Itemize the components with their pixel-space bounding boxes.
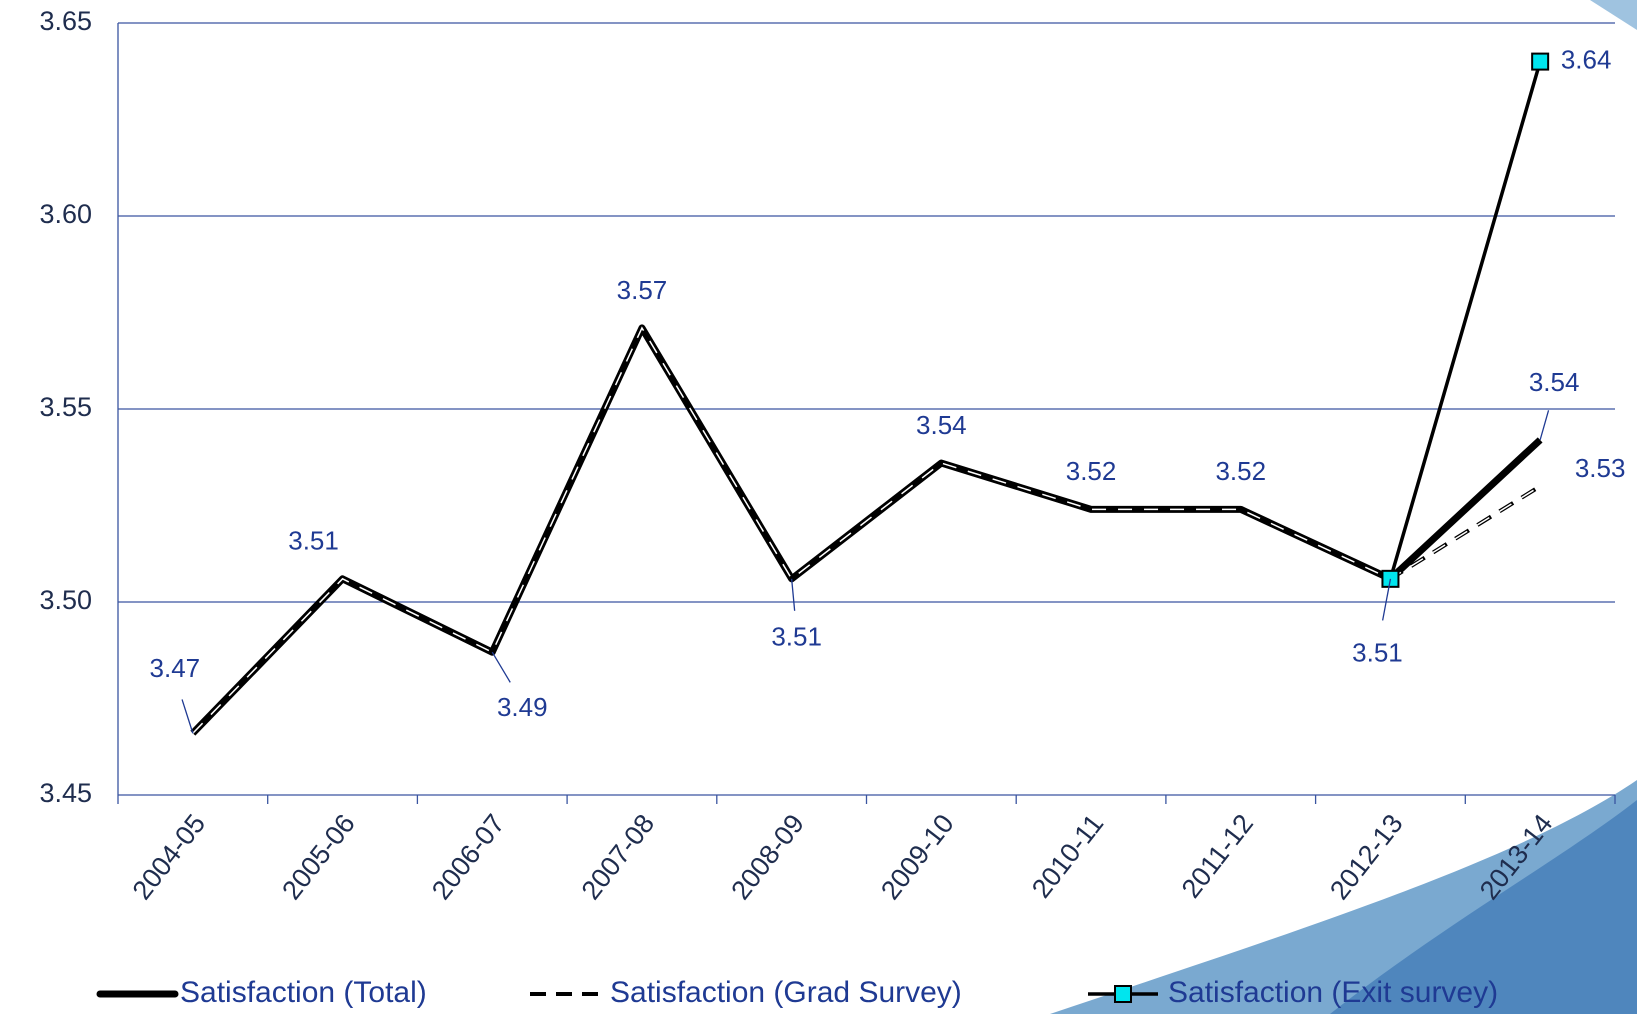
series-line [1388, 61, 1542, 580]
value-label: 3.57 [617, 275, 668, 305]
decoration [1590, 0, 1637, 30]
value-label: 3.51 [771, 622, 822, 652]
value-label: 3.52 [1215, 456, 1266, 486]
x-tick-label: 2007-08 [576, 809, 661, 906]
y-tick-label: 3.45 [39, 778, 92, 808]
y-tick-label: 3.55 [39, 392, 92, 422]
legend-swatch [1114, 985, 1132, 1003]
y-tick-label: 3.65 [39, 6, 92, 36]
value-label: 3.54 [1529, 367, 1580, 397]
value-label: 3.51 [1352, 638, 1403, 668]
label-leader [1382, 578, 1392, 621]
series-line-highlight [192, 326, 1541, 734]
x-tick-label: 2009-10 [875, 809, 960, 906]
label-leader [791, 578, 796, 611]
value-label: 3.52 [1066, 456, 1117, 486]
value-label: 3.49 [497, 692, 548, 722]
x-tick-label: 2008-09 [725, 809, 810, 906]
legend-label: Satisfaction (Exit survey) [1168, 976, 1498, 1009]
x-tick-label: 2010-11 [1026, 809, 1109, 904]
x-tick-label: 2004-05 [127, 809, 212, 906]
value-label: 3.51 [288, 526, 339, 556]
legend-label: Satisfaction (Grad Survey) [610, 976, 962, 1009]
decoration [1330, 800, 1637, 1014]
y-tick-label: 3.50 [39, 585, 92, 615]
x-tick-label: 2005-06 [276, 809, 361, 906]
label-leader [181, 699, 194, 734]
value-label: 3.64 [1561, 44, 1612, 74]
x-tick-label: 2006-07 [426, 809, 511, 906]
series-line [191, 325, 1542, 735]
x-tick-label: 2012-13 [1324, 809, 1409, 906]
y-tick-label: 3.60 [39, 199, 92, 229]
label-leader [1539, 410, 1550, 441]
value-label: 3.54 [916, 410, 967, 440]
label-leader [491, 651, 511, 683]
x-tick-label: 2011-12 [1176, 809, 1259, 904]
series-line [190, 324, 1543, 736]
marker [1531, 52, 1550, 71]
value-label: 3.47 [150, 653, 201, 683]
value-label: 3.53 [1575, 453, 1626, 483]
legend-label: Satisfaction (Total) [180, 976, 427, 1009]
